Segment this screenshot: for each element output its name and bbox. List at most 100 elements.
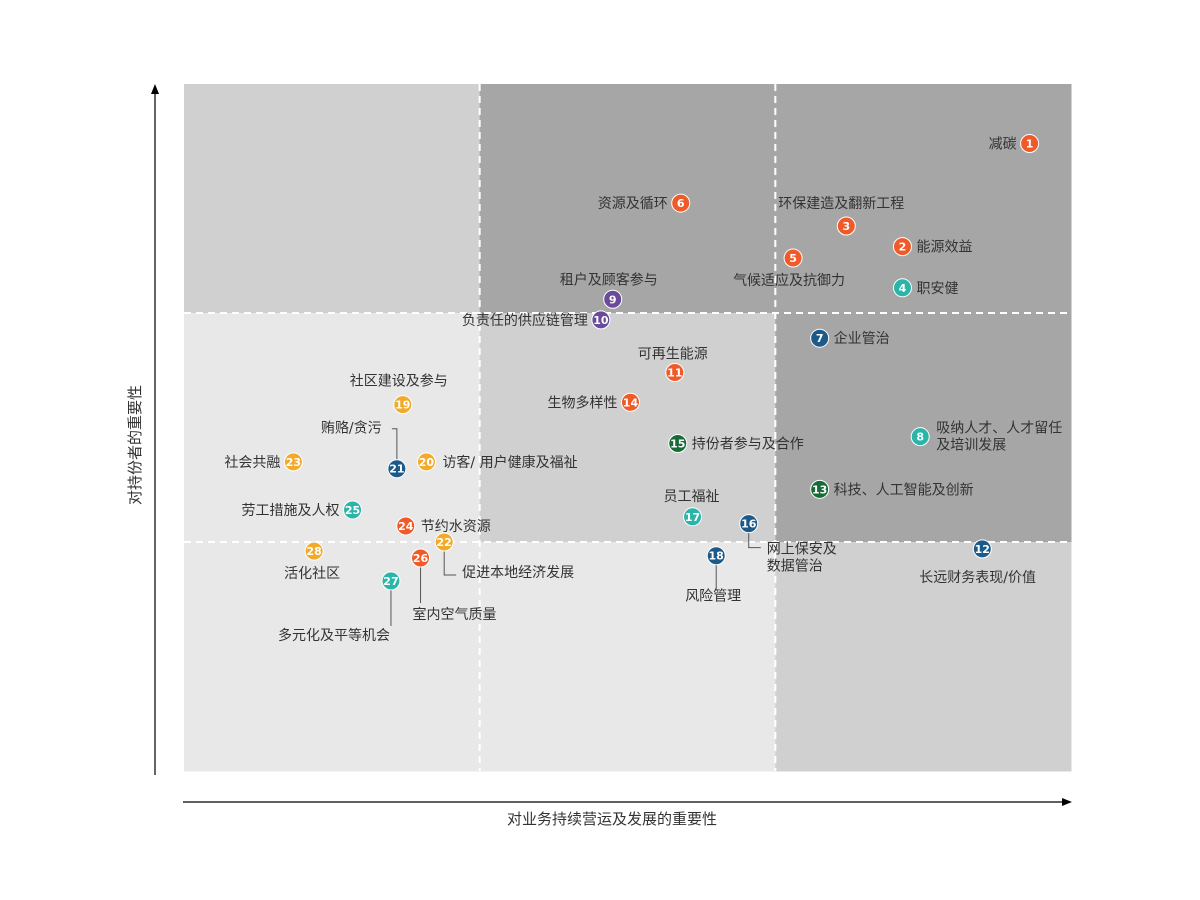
issue-label-21: 贿赂/贪污	[321, 421, 382, 437]
issue-marker-2	[892, 237, 912, 257]
issue-marker-5	[783, 248, 803, 268]
issue-number-25: 25	[345, 504, 360, 517]
issue-label-2: 能源效益	[916, 240, 972, 256]
issue-point-4: 4 职安健	[892, 278, 958, 298]
issue-number-23: 23	[286, 456, 301, 469]
issue-number-8: 8	[916, 431, 924, 444]
zone-r2-c0	[184, 542, 481, 772]
issue-point-11: 11 可再生能源	[638, 347, 708, 383]
issue-label-18: 风险管理	[685, 589, 741, 605]
issue-label-3: 环保建造及翻新工程	[778, 196, 904, 212]
issue-point-3: 3 环保建造及翻新工程	[778, 196, 904, 236]
zone-r0-c2	[775, 84, 1072, 314]
issue-point-20: 20 访客/ 用户健康及福祉	[416, 452, 578, 472]
issue-label-11: 可再生能源	[638, 347, 708, 363]
issue-point-23: 23 社会共融	[224, 452, 303, 472]
issue-label-15: 持份者参与及合作	[692, 436, 804, 453]
issue-label-5: 气候适应及抗御力	[733, 272, 845, 289]
issue-point-7: 7 企业管治	[810, 328, 890, 348]
leader-line-22	[443, 551, 457, 576]
issue-label-12: 长远财务表现/价值	[919, 570, 1036, 586]
issue-point-5: 5 气候适应及抗御力	[733, 248, 845, 289]
issue-number-26: 26	[413, 552, 429, 565]
issue-marker-11	[665, 363, 685, 383]
leader-line-21	[391, 428, 398, 460]
issue-point-18: 18 风险管理	[685, 546, 741, 605]
issue-point-9: 9 租户及顾客参与	[560, 271, 658, 309]
issue-label-16: 网上保安及数据管治	[767, 542, 837, 575]
issue-label-17: 员工福祉	[664, 489, 720, 505]
issue-number-13: 13	[812, 483, 827, 496]
issue-label-19: 社区建设及参与	[350, 373, 448, 390]
issue-point-25: 25 劳工措施及人权	[242, 500, 363, 520]
issue-point-19: 19 社区建设及参与	[350, 373, 448, 415]
issue-label-4: 职安健	[916, 281, 958, 297]
issue-number-21: 21	[389, 463, 404, 476]
issue-marker-18	[706, 546, 726, 566]
issue-number-10: 10	[593, 314, 609, 327]
issue-number-18: 18	[709, 550, 724, 563]
x-axis-arrow	[1062, 798, 1072, 806]
issue-marker-1	[1020, 134, 1040, 154]
issue-label-22: 促进本地经济发展	[462, 565, 574, 581]
issue-marker-12	[972, 539, 992, 559]
issue-marker-28	[304, 541, 324, 561]
issue-number-2: 2	[899, 241, 907, 254]
issue-point-15: 15 持份者参与及合作	[668, 434, 804, 454]
issue-label-23: 社会共融	[224, 455, 280, 471]
matrix-gridlines	[184, 84, 1071, 771]
issue-label-7: 企业管治	[834, 330, 890, 347]
data-points: 1 减碳 2 能源效益 3 环保建造及翻新工程 4 职安健 5 气候适应及抗御力 6 资源及循环 7 企业…	[224, 134, 1062, 644]
issue-number-3: 3	[842, 220, 850, 233]
issue-number-9: 9	[609, 293, 617, 306]
issue-marker-22	[434, 532, 454, 552]
issue-point-17: 17 员工福祉	[664, 489, 720, 527]
issue-label-14: 生物多样性	[547, 394, 617, 411]
issue-number-11: 11	[667, 367, 682, 380]
issue-number-28: 28	[306, 545, 321, 558]
issue-label-1: 减碳	[989, 137, 1017, 153]
issue-number-4: 4	[899, 282, 907, 295]
issue-number-15: 15	[670, 438, 685, 451]
zone-r2-c1	[479, 542, 776, 772]
issue-point-1: 1 减碳	[989, 134, 1040, 154]
issue-marker-16	[739, 514, 759, 534]
issue-number-27: 27	[383, 575, 398, 588]
issue-marker-25	[343, 500, 363, 520]
issue-label-20: 访客/ 用户健康及福祉	[442, 454, 577, 471]
issue-number-1: 1	[1026, 138, 1034, 151]
issue-label-28: 活化社区	[284, 566, 340, 582]
issue-label-24: 节约水资源	[421, 519, 491, 535]
issue-point-22: 22 促进本地经济发展	[434, 532, 574, 581]
issue-label-10: 负责任的供应链管理	[462, 312, 588, 329]
zone-r0-c1	[479, 84, 776, 314]
issue-marker-15	[668, 434, 688, 454]
issue-point-21: 21 贿赂/贪污	[321, 421, 407, 479]
issue-marker-7	[810, 328, 830, 348]
issue-point-27: 27 多元化及平等机会	[278, 571, 401, 644]
issue-label-25: 劳工措施及人权	[242, 503, 340, 519]
issue-point-14: 14 生物多样性	[547, 392, 640, 412]
y-axis-title: 对持份者的重要性	[126, 385, 144, 505]
issue-number-7: 7	[816, 332, 824, 345]
leader-lines	[390, 428, 761, 626]
issue-number-19: 19	[395, 399, 410, 412]
issue-marker-3	[836, 216, 856, 236]
issue-number-12: 12	[975, 543, 990, 556]
y-axis-arrow	[151, 84, 159, 94]
issue-label-27: 多元化及平等机会	[278, 627, 390, 644]
issue-point-26: 26 室内空气质量	[411, 548, 497, 623]
issue-marker-9	[603, 289, 623, 309]
issue-marker-19	[393, 395, 413, 415]
leader-line-16	[748, 532, 761, 549]
issue-number-16: 16	[741, 518, 757, 531]
issue-point-2: 2 能源效益	[892, 237, 972, 257]
issue-number-20: 20	[419, 456, 435, 469]
issue-point-12: 12 长远财务表现/价值	[919, 539, 1036, 586]
issue-number-6: 6	[677, 197, 685, 210]
issue-marker-4	[892, 278, 912, 298]
issue-label-8: 吸纳人才、人才留任及培训发展	[936, 421, 1062, 454]
zone-r2-c2	[775, 542, 1072, 772]
issue-marker-26	[411, 548, 431, 568]
